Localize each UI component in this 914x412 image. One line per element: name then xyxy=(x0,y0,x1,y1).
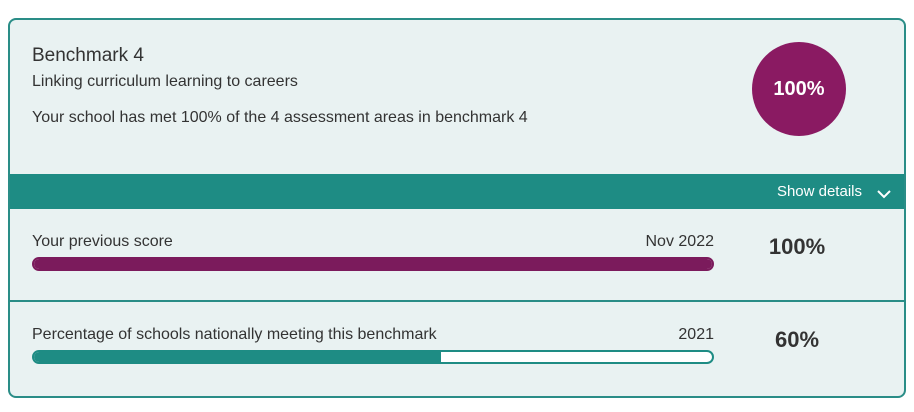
row-score: 60% xyxy=(774,327,820,352)
title: Benchmark 4 xyxy=(32,45,144,66)
benchmark-card: Benchmark 4 Linking curriculum learning … xyxy=(8,18,906,398)
row-score: 100% xyxy=(768,234,826,259)
chevron[interactable] xyxy=(876,186,892,202)
row-date: 2021 xyxy=(678,326,714,343)
progress-track xyxy=(32,350,714,364)
progress-fill xyxy=(34,259,712,269)
progress-track xyxy=(32,257,714,271)
show-details[interactable]: Show details xyxy=(776,183,862,200)
details-band xyxy=(10,174,904,209)
badge: 100% xyxy=(752,42,846,136)
divider xyxy=(10,300,904,302)
subtitle: Linking curriculum learning to careers xyxy=(32,73,298,90)
row-date: Nov 2022 xyxy=(645,233,715,250)
row-label: Percentage of schools nationally meeting… xyxy=(32,326,437,343)
row-label: Your previous score xyxy=(32,233,173,250)
progress-fill xyxy=(34,352,441,362)
description: Your school has met 100% of the 4 assess… xyxy=(32,109,528,126)
